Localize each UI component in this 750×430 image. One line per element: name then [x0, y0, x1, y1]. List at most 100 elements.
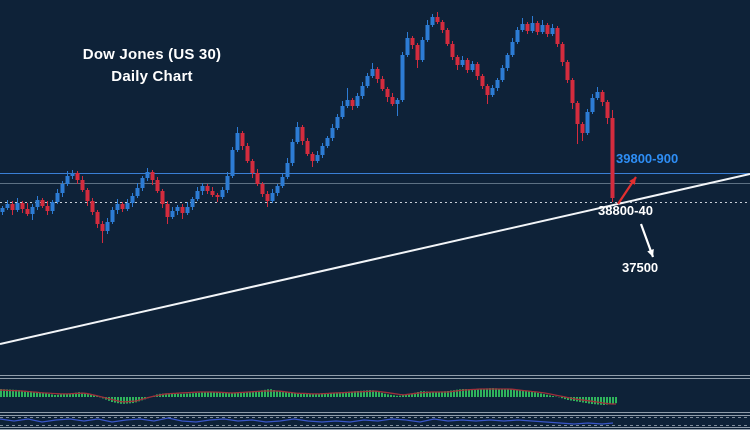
oscillator-line	[0, 417, 614, 425]
candle-body	[225, 176, 230, 190]
candle-body	[255, 173, 260, 184]
candle-body	[45, 206, 50, 211]
candle-body	[50, 202, 55, 211]
candle-body	[200, 186, 205, 191]
candle-body	[280, 177, 285, 186]
candle-body	[465, 60, 470, 70]
candle-body	[435, 17, 440, 22]
candle-body	[205, 186, 210, 191]
candle-body	[35, 200, 40, 207]
candle-body	[355, 96, 360, 106]
candle-body	[490, 88, 495, 95]
candle-body	[380, 79, 385, 89]
candle-body	[100, 224, 105, 231]
support-zone-label: 38800-40	[598, 203, 653, 218]
candle-body	[75, 173, 80, 180]
candle-body	[530, 23, 535, 31]
candle-body	[130, 196, 135, 203]
price-levels	[0, 173, 750, 203]
macd-histogram	[0, 388, 617, 405]
candle-body	[475, 64, 480, 76]
candle-body	[0, 208, 5, 212]
candle-body	[165, 204, 170, 217]
candle-body	[40, 200, 45, 206]
candle-body	[365, 76, 370, 86]
candle-body	[350, 100, 355, 106]
candle-body	[220, 190, 225, 197]
candle-body	[460, 60, 465, 65]
candle-body	[20, 203, 25, 209]
candle-body	[55, 193, 60, 202]
candle-body	[160, 191, 165, 204]
candle-body	[110, 210, 115, 222]
chart-title-line2: Daily Chart	[111, 68, 193, 85]
candle-body	[570, 80, 575, 103]
candle-body	[515, 30, 520, 42]
candle-body	[335, 117, 340, 128]
candle-body	[105, 222, 110, 231]
candle-body	[265, 194, 270, 201]
candle-body	[240, 133, 245, 146]
candle-body	[400, 55, 405, 100]
candle-body	[150, 172, 155, 180]
candle-body	[470, 64, 475, 70]
candle-body	[580, 124, 585, 133]
candle-body	[540, 25, 545, 32]
candle-body	[135, 188, 140, 196]
candle-body	[310, 154, 315, 161]
candle-body	[385, 89, 390, 97]
candle-body	[405, 38, 410, 55]
target-level-label: 37500	[622, 260, 659, 275]
candle-body	[5, 204, 10, 208]
candle-body	[80, 180, 85, 190]
candle-body	[395, 100, 400, 104]
candle-body	[600, 92, 605, 102]
candle-body	[575, 103, 580, 124]
candle-body	[555, 28, 560, 44]
candle-body	[495, 80, 500, 88]
candle-body	[175, 207, 180, 211]
candle-body	[420, 40, 425, 60]
candle-body	[300, 127, 305, 141]
candle-body	[330, 128, 335, 138]
candle-body	[325, 138, 330, 146]
candle-body	[440, 22, 445, 30]
candle-body	[605, 102, 610, 118]
candle-body	[185, 207, 190, 213]
candle-body	[85, 190, 90, 201]
candle-body	[445, 30, 450, 44]
candle-body	[260, 184, 265, 194]
candle-body	[270, 193, 275, 201]
resistance-zone-label: 39800-900	[616, 151, 679, 166]
candle-body	[125, 203, 130, 209]
candle-body	[455, 57, 460, 65]
candle-body	[95, 212, 100, 224]
candle-body	[25, 209, 30, 214]
candle-body	[320, 146, 325, 155]
candle-body	[90, 201, 95, 212]
candle-body	[520, 24, 525, 30]
candle-body	[215, 195, 220, 197]
candle-body	[610, 118, 615, 198]
candle-body	[360, 86, 365, 96]
candle-body	[500, 68, 505, 80]
candle-body	[305, 141, 310, 154]
candle-body	[585, 112, 590, 133]
oscillator-levels	[0, 417, 750, 426]
candlesticks	[0, 12, 615, 243]
candle-body	[525, 24, 530, 31]
candle-body	[565, 62, 570, 80]
candle-body	[485, 86, 490, 95]
candle-body	[180, 207, 185, 213]
chart-title: Dow Jones (US 30) Daily Chart	[52, 44, 252, 88]
trendline	[0, 173, 750, 345]
candle-body	[415, 45, 420, 60]
candle-body	[285, 163, 290, 177]
chart-title-line1: Dow Jones (US 30)	[82, 46, 222, 63]
candle-body	[275, 186, 280, 193]
candle-body	[345, 100, 350, 106]
candle-body	[290, 142, 295, 163]
candle-body	[140, 178, 145, 188]
